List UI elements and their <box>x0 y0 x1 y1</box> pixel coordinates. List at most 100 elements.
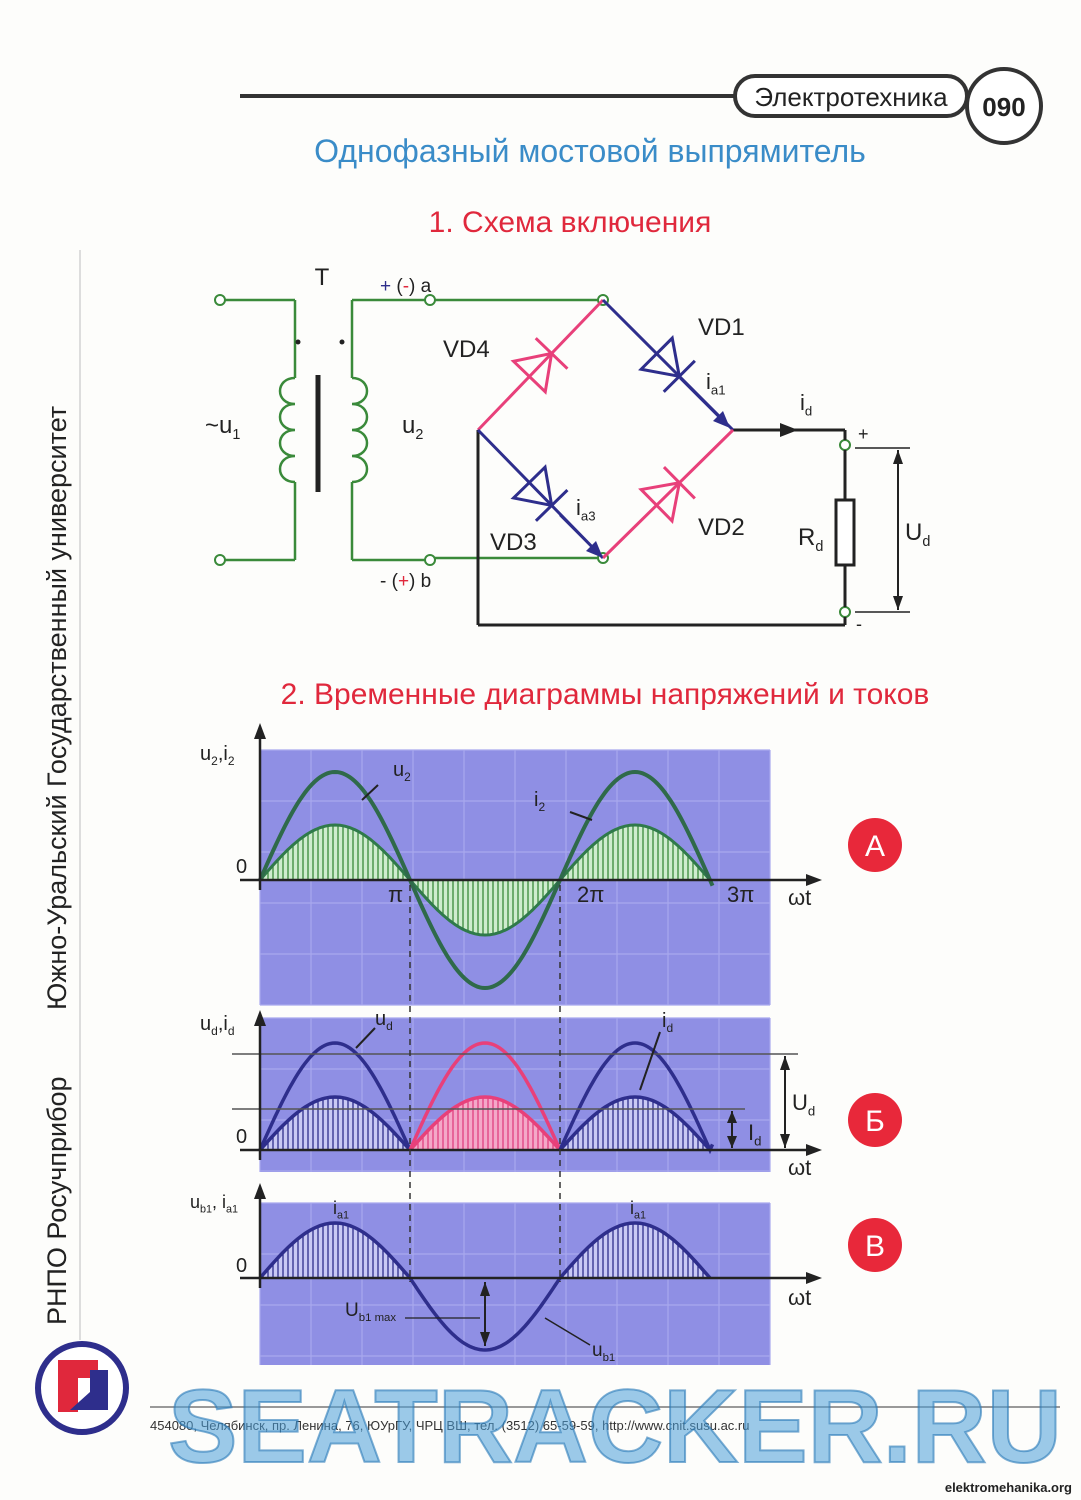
arrow-head <box>806 1272 822 1284</box>
wire <box>544 1317 591 1346</box>
label-part: ωt <box>788 885 811 910</box>
diode-bar <box>662 359 696 393</box>
label-part: u <box>375 1008 386 1030</box>
label-part: d <box>808 1104 815 1119</box>
curve <box>558 1095 712 1152</box>
label-part: a1 <box>634 1210 646 1222</box>
diode <box>638 480 682 524</box>
label: ia1 <box>630 1198 646 1222</box>
label: i2 <box>534 789 545 814</box>
label-part: 3π <box>727 882 754 907</box>
label: ωt <box>788 1155 811 1180</box>
label-part: u <box>402 412 415 439</box>
label-part: ωt <box>788 1285 811 1310</box>
label-part: i <box>630 1198 634 1218</box>
wire <box>569 811 593 821</box>
label: ωt <box>788 885 811 910</box>
badge-label: В <box>865 1230 885 1263</box>
terminal <box>839 606 851 618</box>
label: u2 <box>393 759 411 784</box>
label-part: ) b <box>409 571 431 592</box>
arrow-head <box>254 1010 266 1026</box>
label: 0 <box>236 1126 247 1148</box>
label-part: ~u <box>205 412 232 439</box>
current-arrow <box>559 514 597 552</box>
label: Rd <box>798 524 823 555</box>
curve <box>258 1041 412 1151</box>
curve <box>408 1095 562 1152</box>
label-part: u <box>592 1340 603 1361</box>
label: ωt <box>788 1285 811 1310</box>
label: T <box>315 264 330 291</box>
curve <box>408 1041 562 1151</box>
terminal <box>214 554 226 566</box>
label-part: i <box>706 369 711 394</box>
logo-mark <box>58 1360 98 1412</box>
watermark: SEATRACKER.RU <box>168 1369 1062 1485</box>
curve <box>258 769 715 991</box>
label-part: 2 <box>211 754 218 768</box>
label-part: - <box>403 276 409 297</box>
label-part: 1 <box>232 427 240 443</box>
logo-mark <box>70 1370 108 1410</box>
label-part: U <box>905 519 922 546</box>
footer-address: 454080, Челябинск, пр. Ленина, 76, ЮУрГУ… <box>150 1418 749 1433</box>
arrow-head <box>727 1111 737 1123</box>
label: id <box>800 390 812 419</box>
label-part: VD1 <box>698 314 745 341</box>
diode-lead <box>476 298 605 432</box>
number-circle <box>965 67 1043 145</box>
label-part: d <box>228 1024 235 1038</box>
label-part: i <box>662 1010 666 1032</box>
label: ia1 <box>333 1198 349 1222</box>
page-number: 090 <box>982 92 1025 122</box>
label-part: 2 <box>404 770 411 784</box>
label: id <box>662 1010 673 1035</box>
label-part: 0 <box>236 1255 247 1277</box>
label: 0 <box>236 856 247 878</box>
arrow-head <box>893 596 903 610</box>
subject-label: Электротехника <box>754 82 948 112</box>
label: + <box>858 424 869 444</box>
wire <box>361 784 379 801</box>
label-part: + <box>398 571 409 592</box>
diode-lead <box>601 428 735 560</box>
curve <box>258 823 712 937</box>
diode-bar <box>534 489 569 522</box>
arrow-head <box>713 411 730 428</box>
badge-label: Б <box>865 1105 885 1138</box>
label: - <box>856 614 862 634</box>
footer-site: elektromehanika.org <box>945 1480 1072 1495</box>
label-part: d <box>805 404 812 419</box>
label-part: VD3 <box>490 529 537 556</box>
arrow-head <box>586 541 603 558</box>
label: u2 <box>402 412 423 443</box>
label-part: i <box>800 390 805 415</box>
label-part: a3 <box>581 509 596 524</box>
label: Ud <box>792 1090 815 1119</box>
label-part: u <box>200 1013 211 1035</box>
label-part: 2 <box>415 427 423 443</box>
coil <box>278 376 296 484</box>
diode-bar <box>662 466 696 500</box>
arrow-head <box>480 1332 490 1346</box>
arrow-head <box>780 423 798 437</box>
side-text: Южно-Уральский Государственный университ… <box>42 406 72 1010</box>
badge-label-part: В <box>865 1230 885 1263</box>
label-part: a1 <box>711 383 726 398</box>
wire <box>639 1031 661 1091</box>
label: VD4 <box>443 336 490 363</box>
badge <box>848 1093 902 1147</box>
arrow-head <box>806 1144 822 1156</box>
label-part: d <box>211 1024 218 1038</box>
wire <box>355 1027 376 1049</box>
label: Ub1 max <box>345 1300 396 1324</box>
label-part: R <box>798 524 815 551</box>
label-part: ,i <box>218 1013 228 1035</box>
label: - (+) b <box>380 571 431 592</box>
label-part: U <box>345 1300 359 1321</box>
logo <box>35 1341 129 1435</box>
terminal <box>424 554 436 566</box>
label: u2,i2 <box>200 743 235 768</box>
label-part: i <box>534 789 538 811</box>
